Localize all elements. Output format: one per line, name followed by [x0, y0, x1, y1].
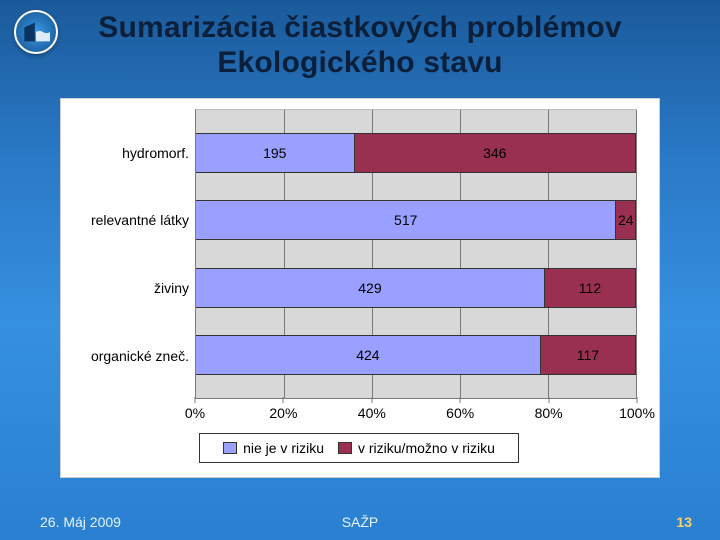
title-line-1: Sumarizácia čiastkových problémov: [98, 11, 622, 44]
x-tick-mark: [460, 397, 461, 403]
x-tick-label: 100%: [619, 405, 655, 421]
legend-label: v riziku/možno v riziku: [358, 440, 495, 456]
footer-org: SAŽP: [0, 514, 720, 530]
x-tick-label: 40%: [358, 405, 386, 421]
bar-row: 424117: [196, 335, 636, 375]
bar-segment: 429: [196, 268, 545, 308]
legend-swatch: [223, 442, 237, 454]
legend: nie je v riziku v riziku/možno v riziku: [199, 433, 519, 463]
y-axis-label: živiny: [154, 280, 189, 296]
x-tick-mark: [548, 397, 549, 403]
chart-plot: hydromorf. relevantné látky živiny organick…: [71, 109, 647, 399]
bar-segment: 24: [616, 200, 636, 240]
x-tick-mark: [371, 397, 372, 403]
title-line-2: Ekologického stavu: [217, 46, 502, 79]
bar-segment: 117: [541, 335, 636, 375]
legend-swatch: [338, 442, 352, 454]
bar-segment: 424: [196, 335, 541, 375]
legend-label: nie je v riziku: [243, 440, 324, 456]
bar-segment: 112: [545, 268, 636, 308]
plot-area: 19534651724429112424117: [195, 109, 637, 399]
x-tick-mark: [283, 397, 284, 403]
legend-item: nie je v riziku: [223, 440, 324, 456]
x-tick-label: 20%: [269, 405, 297, 421]
bar-row: 51724: [196, 200, 636, 240]
legend-item: v riziku/možno v riziku: [338, 440, 495, 456]
x-tick-label: 60%: [446, 405, 474, 421]
y-axis-labels: hydromorf. relevantné látky živiny organick…: [71, 109, 195, 399]
y-axis-label: hydromorf.: [122, 145, 189, 161]
bar-segment: 517: [196, 200, 616, 240]
x-axis: 0%20%40%60%80%100%: [195, 399, 637, 429]
bar-row: 429112: [196, 268, 636, 308]
x-tick-mark: [637, 397, 638, 403]
slide-footer: 26. Máj 2009 SAŽP 13: [0, 514, 720, 530]
y-axis-label: relevantné látky: [91, 212, 189, 228]
x-tick-label: 80%: [535, 405, 563, 421]
chart-panel: hydromorf. relevantné látky živiny organick…: [60, 98, 660, 478]
gridline: [636, 110, 637, 398]
x-tick-mark: [195, 397, 196, 403]
bar-segment: 195: [196, 133, 355, 173]
y-axis-label: organické zneč.: [91, 348, 189, 364]
slide-title: Sumarizácia čiastkových problémov Ekolog…: [0, 10, 720, 81]
bar-row: 195346: [196, 133, 636, 173]
x-tick-label: 0%: [185, 405, 205, 421]
bar-segment: 346: [355, 133, 636, 173]
